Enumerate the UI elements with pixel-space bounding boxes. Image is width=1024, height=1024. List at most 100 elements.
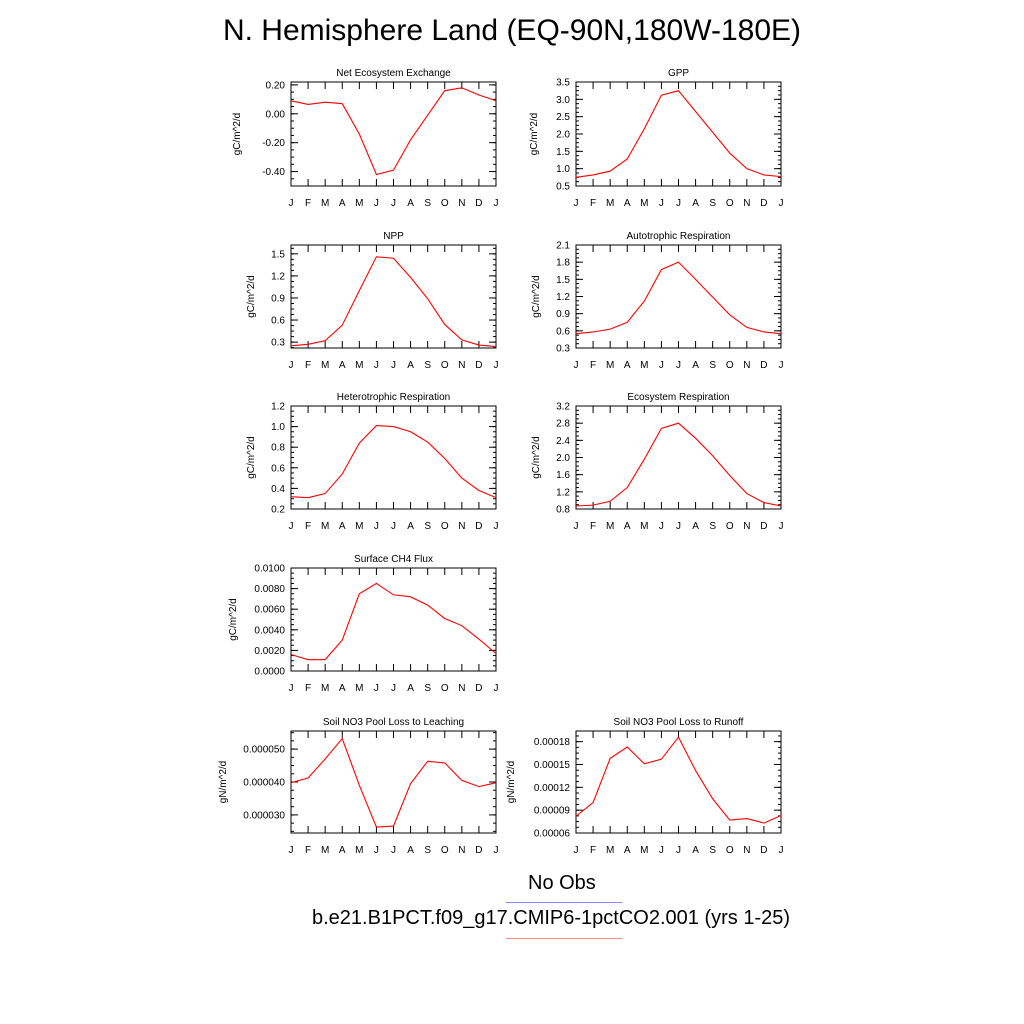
x-tick-label: N <box>458 845 465 856</box>
chart-panel-5: Ecosystem Respiration gC/m^2/d 0.8 1.2 1.6 2.… <box>531 392 784 532</box>
y-axis-label: gC/m^2/d <box>228 598 239 641</box>
y-tick-label: 0.4 <box>271 484 285 495</box>
y-tick-label: -0.20 <box>262 138 285 149</box>
y-tick-label: 1.8 <box>556 258 570 269</box>
x-tick-label: M <box>321 198 329 209</box>
x-tick-label: A <box>339 845 346 856</box>
x-tick-label: O <box>441 198 449 209</box>
chart-panel-7: Soil NO3 Pool Loss to Leaching gN/m^2/d 0.… <box>218 717 499 856</box>
x-tick-label: J <box>289 198 294 209</box>
x-tick-label: S <box>424 521 431 532</box>
chart-title: Surface CH4 Flux <box>354 554 433 565</box>
y-tick-label: 0.00 <box>266 109 286 120</box>
x-tick-label: J <box>779 521 784 532</box>
x-tick-label: J <box>289 360 294 371</box>
x-tick-label: D <box>475 198 482 209</box>
x-tick-label: A <box>692 360 699 371</box>
x-tick-label: J <box>391 683 396 694</box>
x-tick-label: J <box>676 360 681 371</box>
x-tick-label: J <box>659 521 664 532</box>
series-line <box>290 425 497 499</box>
x-tick-label: F <box>590 845 596 856</box>
x-tick-label: J <box>391 360 396 371</box>
x-tick-label: F <box>305 845 311 856</box>
chart-title: Ecosystem Respiration <box>627 392 729 403</box>
x-tick-label: M <box>640 845 648 856</box>
y-tick-label: 0.0100 <box>254 564 285 575</box>
series-line <box>575 736 782 824</box>
x-tick-label: O <box>726 521 734 532</box>
plot-frame <box>290 567 497 672</box>
x-tick-label: J <box>574 845 579 856</box>
y-tick-label: 2.4 <box>556 436 570 447</box>
x-tick-label: J <box>494 360 499 371</box>
y-axis-label: gC/m^2/d <box>232 113 243 156</box>
x-tick-label: D <box>760 521 767 532</box>
x-tick-label: A <box>692 521 699 532</box>
x-tick-label: A <box>624 521 631 532</box>
x-tick-label: S <box>424 360 431 371</box>
x-tick-label: J <box>676 845 681 856</box>
x-tick-label: J <box>676 521 681 532</box>
chart-title: Autotrophic Respiration <box>627 231 731 242</box>
legend-label-obs: No Obs <box>528 872 596 894</box>
x-tick-label: A <box>407 845 414 856</box>
y-tick-label: 0.00009 <box>534 806 571 817</box>
x-tick-label: S <box>424 845 431 856</box>
x-tick-label: J <box>779 198 784 209</box>
y-tick-label: 0.8 <box>556 505 570 516</box>
x-tick-label: A <box>624 198 631 209</box>
y-tick-label: 0.00006 <box>534 829 571 840</box>
x-tick-label: M <box>321 521 329 532</box>
x-tick-label: J <box>374 845 379 856</box>
y-tick-label: 0.2 <box>271 505 285 516</box>
y-tick-label: 1.2 <box>556 292 570 303</box>
series-line <box>290 256 497 348</box>
x-tick-label: A <box>407 198 414 209</box>
x-tick-label: J <box>779 845 784 856</box>
x-tick-label: M <box>321 683 329 694</box>
x-tick-label: A <box>407 683 414 694</box>
x-tick-label: J <box>494 521 499 532</box>
y-tick-label: 1.5 <box>556 147 570 158</box>
y-tick-label: 0.3 <box>271 338 285 349</box>
x-tick-label: S <box>709 360 716 371</box>
x-tick-label: M <box>606 360 614 371</box>
x-tick-label: J <box>391 521 396 532</box>
x-tick-label: J <box>494 198 499 209</box>
y-tick-label: 0.8 <box>271 443 285 454</box>
x-tick-label: D <box>475 683 482 694</box>
plot-frame <box>575 730 782 834</box>
x-tick-label: J <box>574 360 579 371</box>
x-tick-label: J <box>289 683 294 694</box>
legend-line-obs <box>506 902 622 903</box>
x-tick-label: M <box>606 845 614 856</box>
plot-frame <box>290 244 497 349</box>
x-tick-label: J <box>659 360 664 371</box>
x-tick-label: J <box>659 845 664 856</box>
legend-label-model: b.e21.B1PCT.f09_g17.CMIP6-1pctCO2.001 (y… <box>312 907 791 929</box>
x-tick-label: S <box>709 198 716 209</box>
chart-title: Heterotrophic Respiration <box>337 392 450 403</box>
chart-panel-8: Soil NO3 Pool Loss to Runoff gN/m^2/d 0.00… <box>506 717 784 856</box>
y-tick-label: 0.0040 <box>254 625 285 636</box>
y-tick-label: 2.1 <box>556 241 570 252</box>
chart-title: Net Ecosystem Exchange <box>336 68 451 79</box>
chart-title: NPP <box>383 231 404 242</box>
y-tick-label: 1.0 <box>271 422 285 433</box>
x-tick-label: O <box>441 845 449 856</box>
x-tick-label: M <box>355 198 363 209</box>
y-tick-label: 0.00012 <box>534 783 571 794</box>
y-tick-label: 3.5 <box>556 78 570 89</box>
y-tick-label: -0.40 <box>262 167 285 178</box>
y-axis-label: gN/m^2/d <box>506 761 517 804</box>
x-tick-label: S <box>424 198 431 209</box>
y-axis-label: gN/m^2/d <box>218 761 229 804</box>
x-tick-label: F <box>590 521 596 532</box>
x-tick-label: N <box>743 360 750 371</box>
x-tick-label: D <box>760 845 767 856</box>
y-tick-label: 1.6 <box>556 470 570 481</box>
series-line <box>290 87 497 176</box>
x-tick-label: N <box>743 521 750 532</box>
x-tick-label: J <box>676 198 681 209</box>
